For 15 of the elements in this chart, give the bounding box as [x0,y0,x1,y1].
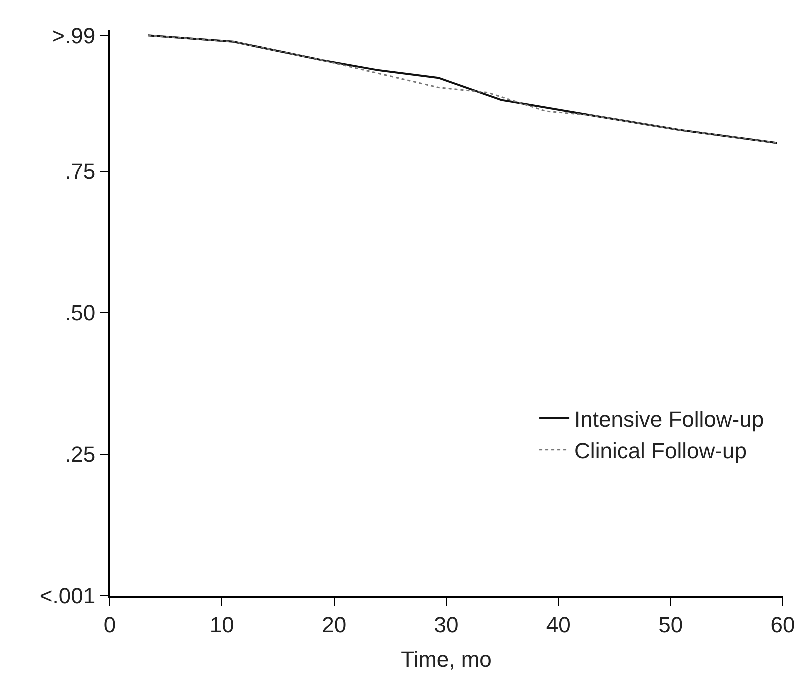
x-axis-title: Time, mo [401,646,492,672]
x-tick-label: 10 [210,612,234,638]
y-tick-label: .75 [65,159,96,184]
y-tick-label: .50 [65,300,96,326]
legend-label: Intensive Follow-up [574,406,764,432]
x-tick-label: 0 [104,612,116,638]
x-tick-label: 50 [658,612,684,638]
x-tick-label: 20 [322,612,347,638]
x-tick-label: 60 [770,612,796,638]
x-tick-label: 40 [546,612,571,638]
y-tick-label: <.001 [40,584,96,609]
x-tick-label: 30 [434,612,459,638]
y-tick-label: >.99 [52,23,96,48]
legend-label: Clinical Follow-up [574,438,747,464]
y-tick-label: .25 [65,442,96,468]
